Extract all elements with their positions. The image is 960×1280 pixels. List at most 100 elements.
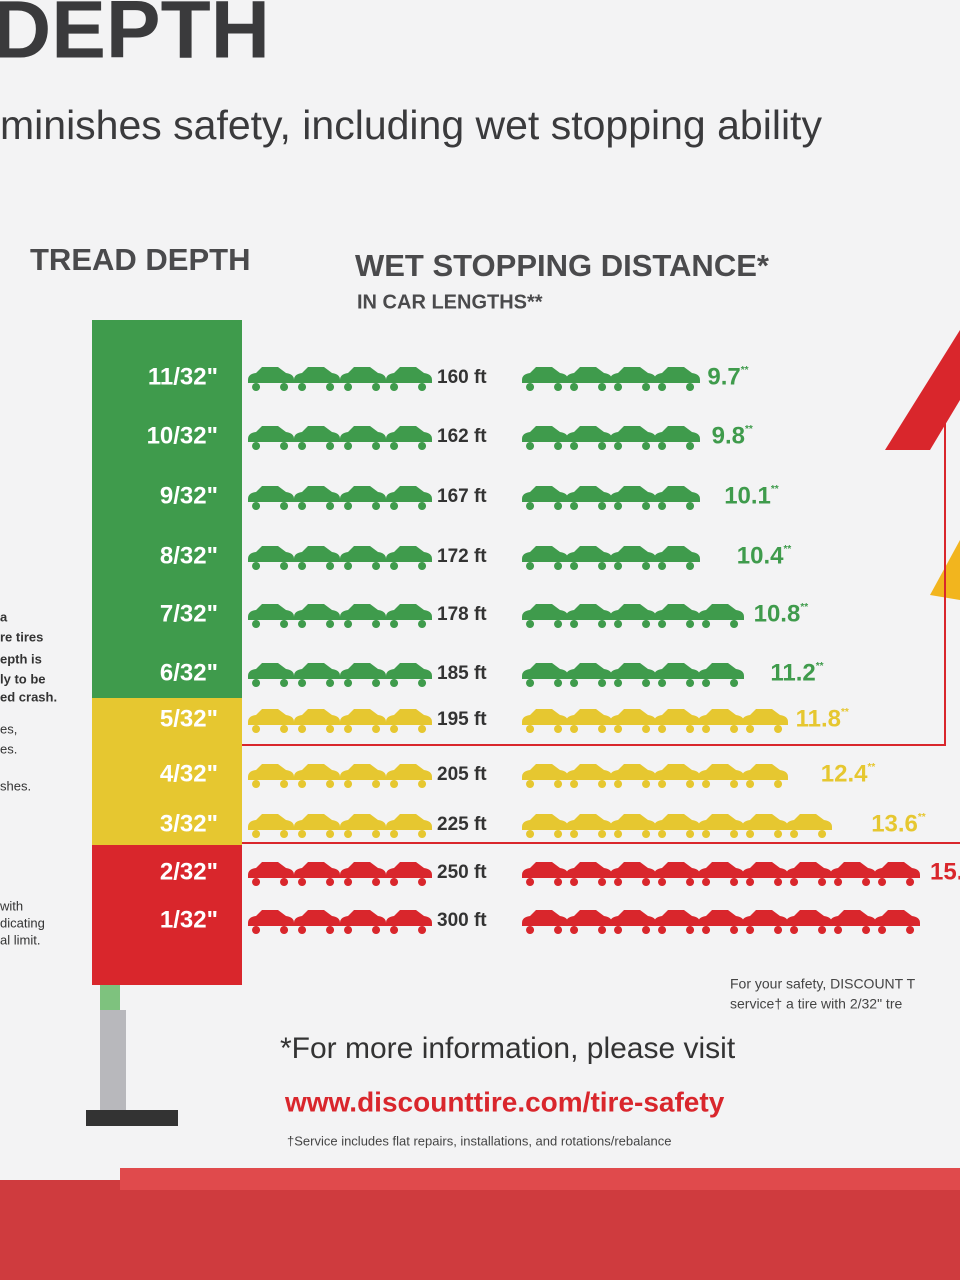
car-icon [248, 546, 294, 570]
car-icon [522, 663, 568, 687]
stopping-distance: 172 ft [437, 546, 487, 567]
car-icon [610, 709, 656, 733]
car-icon [610, 367, 656, 391]
warning-box [120, 420, 946, 746]
side-text: es. [0, 741, 17, 756]
car-icon [874, 862, 920, 886]
footnote-mark: ** [816, 661, 824, 672]
stopping-distance: 250 ft [437, 862, 487, 883]
car-icon [248, 426, 294, 450]
car-icon [830, 862, 876, 886]
car-icon [654, 764, 700, 788]
tread-depth: 2/32" [160, 858, 218, 885]
tread-depth: 6/32" [160, 659, 218, 686]
side-text: shes. [0, 778, 31, 793]
side-text: al limit. [0, 932, 40, 947]
car-icon [294, 546, 340, 570]
car-icon [294, 709, 340, 733]
car-icon [294, 486, 340, 510]
safety-note: service† a tire with 2/32" tre [730, 996, 902, 1012]
car-icon [566, 663, 612, 687]
stopping-distance: 167 ft [437, 486, 487, 507]
car-icon [654, 862, 700, 886]
distance-heading: WET STOPPING DISTANCE* [355, 248, 770, 283]
car-icon [566, 862, 612, 886]
car-icon [294, 862, 340, 886]
car-icon [830, 910, 876, 934]
car-icon [654, 663, 700, 687]
car-icon [294, 764, 340, 788]
car-icon [340, 546, 386, 570]
big-four [885, 330, 960, 450]
car-icon [654, 709, 700, 733]
red-rail [0, 1180, 960, 1280]
car-icon [654, 367, 700, 391]
car-icon [522, 367, 568, 391]
distance-subheading: IN CAR LENGTHS** [357, 291, 543, 313]
car-lengths: 11.2** [770, 659, 823, 686]
red-rail-top [120, 1168, 960, 1190]
subtitle: minishes safety, including wet stopping … [0, 102, 822, 148]
car-icon [610, 486, 656, 510]
car-icon [340, 709, 386, 733]
car-icon [386, 546, 432, 570]
car-icon [386, 426, 432, 450]
car-icon [248, 862, 294, 886]
car-icon [340, 663, 386, 687]
car-icon [610, 663, 656, 687]
car-icon [340, 426, 386, 450]
footnote-mark: ** [784, 544, 792, 555]
car-icon [610, 910, 656, 934]
car-icon [386, 709, 432, 733]
car-icon [522, 764, 568, 788]
car-icon [874, 910, 920, 934]
stopping-distance: 185 ft [437, 663, 487, 684]
car-icon [248, 486, 294, 510]
car-icon [566, 486, 612, 510]
car-icon [522, 814, 568, 838]
car-icon [522, 546, 568, 570]
car-icon [386, 910, 432, 934]
tread-depth: 7/32" [160, 600, 218, 627]
car-icon [522, 426, 568, 450]
side-text: es, [0, 721, 17, 736]
car-icon [340, 764, 386, 788]
car-icon [340, 862, 386, 886]
car-icon [610, 862, 656, 886]
url[interactable]: www.discounttire.com/tire-safety [284, 1086, 725, 1117]
car-icon [294, 367, 340, 391]
car-icon [742, 764, 788, 788]
stopping-distance: 225 ft [437, 814, 487, 835]
car-icon [698, 764, 744, 788]
car-icon [522, 862, 568, 886]
car-icon [698, 814, 744, 838]
car-icon [386, 663, 432, 687]
car-icon [248, 663, 294, 687]
side-text: re tires [0, 629, 43, 644]
car-icon [654, 486, 700, 510]
stopping-distance: 195 ft [437, 709, 487, 730]
tread-depth: 10/32" [147, 422, 218, 449]
car-icon [522, 709, 568, 733]
footnote-mark: ** [868, 762, 876, 773]
car-lengths: 10.8** [754, 600, 809, 627]
tread-depth: 1/32" [160, 906, 218, 933]
car-icon [654, 814, 700, 838]
car-icon [340, 486, 386, 510]
car-lengths: 13.6** [871, 810, 926, 837]
car-icon [654, 546, 700, 570]
tread-depth: 9/32" [160, 482, 218, 509]
side-text: a [0, 609, 8, 624]
car-icon [566, 910, 612, 934]
tread-bar [92, 845, 242, 985]
car-icon [248, 367, 294, 391]
footnote-mark: ** [771, 484, 779, 495]
car-icon [386, 486, 432, 510]
car-icon [340, 814, 386, 838]
car-icon [522, 604, 568, 628]
car-icon [654, 910, 700, 934]
car-icon [248, 709, 294, 733]
car-icon [522, 486, 568, 510]
gauge-base [86, 1110, 178, 1126]
tread-bar [92, 320, 242, 698]
